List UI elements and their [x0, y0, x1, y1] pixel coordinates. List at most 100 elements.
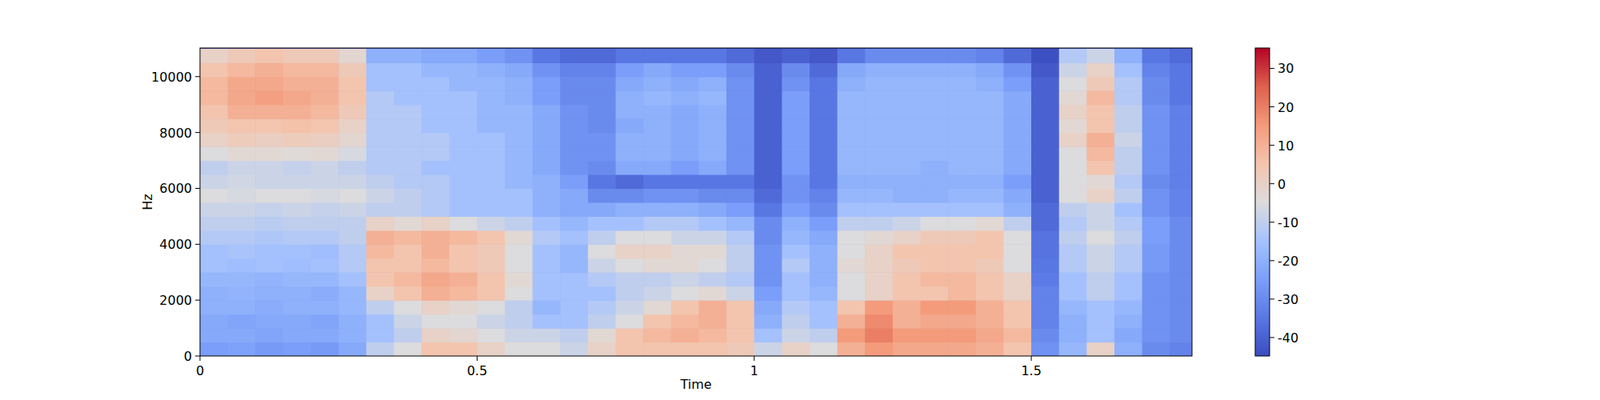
cell	[976, 202, 1004, 217]
cell	[532, 188, 561, 203]
cell	[809, 300, 838, 315]
cell	[754, 230, 783, 245]
cell	[1114, 230, 1143, 245]
cell	[754, 202, 783, 217]
cell	[920, 76, 949, 92]
cell	[892, 286, 921, 301]
cell	[754, 104, 783, 120]
cell	[449, 104, 478, 120]
cell	[366, 48, 395, 64]
cell	[781, 188, 810, 203]
cell	[200, 328, 228, 343]
cell	[892, 216, 921, 231]
cell	[698, 314, 727, 329]
cell	[671, 174, 700, 189]
cell	[671, 314, 700, 329]
cell	[228, 104, 256, 120]
cell	[476, 244, 505, 259]
cell	[726, 104, 755, 120]
cell	[754, 314, 783, 329]
cell	[643, 48, 672, 64]
cell	[920, 188, 949, 203]
cell	[837, 146, 866, 161]
cell	[421, 328, 450, 343]
cell	[588, 90, 616, 105]
cell	[588, 342, 616, 356]
colorbar-tick-label: 0	[1277, 176, 1286, 192]
cell	[588, 314, 616, 329]
cell	[588, 272, 616, 287]
cell	[920, 314, 949, 329]
cell	[892, 300, 921, 315]
cell	[726, 118, 755, 133]
cell	[616, 342, 644, 356]
cell	[1142, 76, 1171, 92]
cell	[976, 160, 1004, 176]
cell	[311, 216, 340, 231]
cell	[504, 272, 533, 287]
y-tick	[195, 188, 200, 189]
cell	[476, 146, 505, 161]
cell	[1059, 342, 1088, 356]
cell	[948, 272, 976, 287]
cell	[1003, 90, 1032, 105]
cell	[698, 202, 727, 217]
cell	[864, 272, 893, 287]
cell	[1114, 160, 1143, 176]
cell	[255, 90, 284, 105]
cell	[754, 300, 783, 315]
cell	[476, 272, 505, 287]
cell	[837, 202, 866, 217]
cell	[1086, 146, 1115, 161]
cell	[1114, 216, 1143, 231]
cell	[671, 132, 700, 148]
cell	[892, 132, 921, 148]
cell	[781, 328, 810, 343]
cell	[532, 174, 561, 189]
cell	[754, 328, 783, 343]
cell	[1031, 118, 1060, 133]
cell	[754, 62, 783, 77]
cell	[726, 174, 755, 189]
cell	[504, 202, 533, 217]
cell	[976, 76, 1004, 92]
cell	[560, 342, 588, 356]
cell	[421, 258, 450, 273]
cell	[726, 272, 755, 287]
cell	[200, 118, 228, 133]
cell	[1169, 132, 1192, 148]
cell	[1003, 174, 1032, 189]
cell	[892, 76, 921, 92]
cell	[809, 230, 838, 245]
cell	[588, 188, 616, 203]
cell	[864, 244, 893, 259]
cell	[1086, 342, 1115, 356]
cell	[1059, 132, 1088, 148]
cell	[698, 188, 727, 203]
cell	[532, 76, 561, 92]
cell	[449, 342, 478, 356]
cell	[1169, 258, 1192, 273]
cell	[421, 118, 450, 133]
cell	[366, 272, 395, 287]
cell	[255, 160, 284, 176]
cell	[421, 342, 450, 356]
cell	[976, 314, 1004, 329]
cell	[1003, 160, 1032, 176]
cell	[698, 48, 727, 64]
cell	[726, 286, 755, 301]
cell	[809, 160, 838, 176]
cell	[560, 48, 588, 64]
cell	[449, 216, 478, 231]
cell	[698, 342, 727, 356]
cell	[1114, 300, 1143, 315]
cell	[255, 188, 284, 203]
cell	[311, 272, 340, 287]
cell	[976, 90, 1004, 105]
cell	[283, 202, 312, 217]
cell	[421, 174, 450, 189]
cell	[976, 132, 1004, 148]
cell	[643, 342, 672, 356]
cell	[1059, 48, 1088, 64]
cell	[338, 300, 367, 315]
